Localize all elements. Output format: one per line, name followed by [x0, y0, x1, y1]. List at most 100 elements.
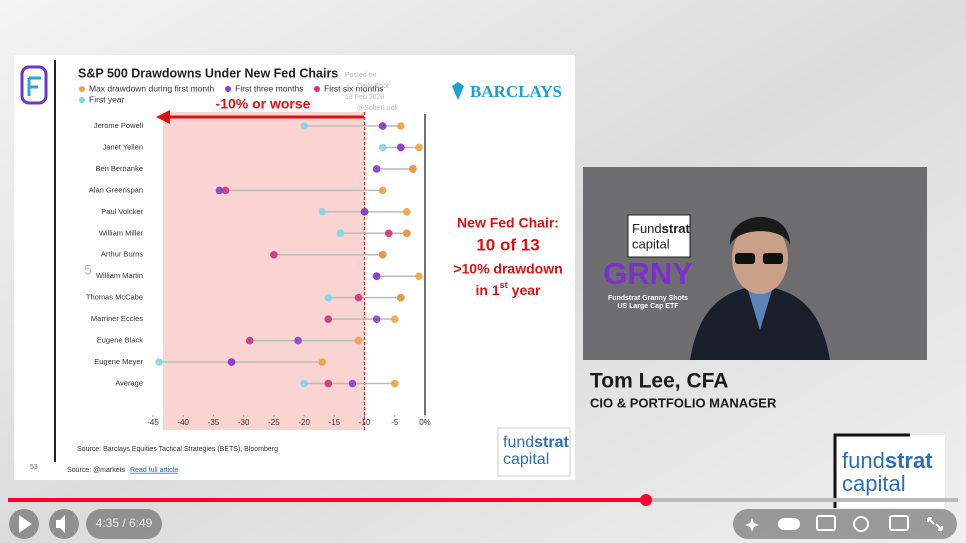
row-label: Ben Bernanke: [95, 164, 143, 173]
note-text: year: [512, 282, 541, 298]
fullscreen-button[interactable]: [927, 517, 943, 531]
side-label: 5: [84, 262, 92, 278]
chart-title: S&P 500 Drawdowns Under New Fed Chairs: [78, 66, 338, 80]
logo-part: strat: [885, 448, 933, 473]
x-tick-label: -10: [359, 418, 371, 427]
callout-text: -10% or worse: [216, 96, 311, 112]
callout-arrowhead: [156, 110, 170, 124]
dot: [270, 250, 278, 259]
dot: [300, 122, 308, 130]
dot: [378, 186, 387, 195]
dot: [415, 143, 423, 152]
row-label: Eugene Black: [97, 336, 144, 345]
dot: [372, 315, 381, 323]
presenter-figure: [690, 216, 830, 360]
x-tick-label: 0%: [419, 418, 431, 427]
video-logo-box: [627, 214, 691, 258]
legend-label: Max drawdown during first month: [89, 83, 214, 93]
fund-line: Fundstrat Granny Shots: [608, 295, 688, 302]
captions-button[interactable]: [816, 515, 836, 531]
settings-button[interactable]: [853, 516, 869, 532]
progress-handle[interactable]: [640, 494, 652, 506]
logo-word: capital: [842, 471, 906, 496]
ticker: GRNY: [603, 256, 693, 291]
dot: [372, 272, 381, 281]
logo-part: Fund: [632, 221, 662, 236]
brand: BARCLAYS: [470, 82, 562, 101]
x-tick-label: -35: [208, 418, 220, 427]
logo-word: fundstrat: [842, 448, 933, 473]
volume-icon: [56, 515, 65, 533]
player-controls: [8, 494, 958, 539]
legend-label: First three months: [235, 83, 304, 93]
row-label: Paul Volcker: [101, 207, 143, 216]
legend-label: First six months: [324, 83, 384, 93]
dot: [324, 315, 333, 323]
footer-link[interactable]: Read full article: [130, 467, 178, 474]
miniplayer-button[interactable]: [889, 515, 909, 531]
row-label: Average: [115, 379, 143, 388]
x-tick-label: -45: [147, 418, 159, 427]
progress-played: [8, 498, 646, 502]
corner-logo-box: [835, 435, 945, 508]
ai-button[interactable]: [745, 518, 759, 532]
dot: [227, 358, 236, 366]
legend-label: First year: [89, 94, 125, 104]
note-sup: st: [500, 280, 508, 290]
glasses-right: [763, 253, 783, 264]
dot: [318, 208, 327, 216]
dot: [409, 165, 417, 173]
dot: [360, 208, 369, 216]
legend-swatch: [225, 86, 231, 92]
dot: [300, 379, 308, 388]
dot: [378, 250, 387, 259]
x-tick-label: -30: [238, 418, 250, 427]
logo-part: fund: [503, 434, 534, 451]
time-pill: [86, 509, 162, 539]
x-tick-label: -25: [268, 418, 280, 427]
dot: [336, 229, 345, 238]
dot: [245, 336, 254, 345]
logo-part: strat: [534, 434, 569, 451]
logo-word: fundstrat: [503, 434, 569, 451]
glasses-left: [735, 253, 755, 264]
settings-pill: [733, 509, 957, 539]
dot: [354, 336, 363, 345]
dot: [397, 122, 405, 130]
fund-line: US Large Cap ETF: [617, 303, 679, 310]
dot: [354, 293, 363, 302]
row-label: Alan Greenspan: [89, 185, 143, 194]
watermark: Daily Shot: [357, 83, 389, 90]
legend-swatch: [314, 86, 320, 92]
row-label: Thomas McCabe: [86, 293, 143, 302]
dot: [348, 379, 357, 388]
dot: [324, 293, 333, 302]
x-tick-label: -15: [329, 418, 341, 427]
presenter-role: CIO & PORTFOLIO MANAGER: [590, 395, 777, 410]
row-label: Jerome Powell: [94, 121, 144, 130]
source: Source: Barclays Equities Tactical Strat…: [77, 446, 278, 453]
presenter-name: Tom Lee, CFA: [590, 370, 728, 393]
x-tick-label: -5: [391, 418, 399, 427]
dot: [215, 186, 224, 195]
video-logo: capital: [632, 236, 670, 251]
dot: [390, 379, 399, 388]
note-line: in 1st year: [476, 280, 541, 297]
dot: [318, 358, 327, 366]
row-label: William Miller: [99, 228, 144, 237]
row-label: Arthur Burns: [101, 250, 143, 259]
autoplay-toggle[interactable]: [778, 518, 800, 530]
row-label: Marriner Eccles: [91, 314, 143, 323]
dot: [397, 143, 405, 152]
dot: [378, 143, 387, 152]
watermark: 18 Feb 2020: [345, 94, 384, 101]
shirt: [748, 290, 772, 330]
slide-logo: [20, 65, 48, 105]
watermark: @SoberLook: [357, 105, 398, 112]
note-line: New Fed Chair:: [457, 215, 559, 231]
note-text: in 1: [476, 282, 500, 298]
play-icon: [19, 515, 32, 533]
dot: [384, 229, 393, 238]
row-label: William Martin: [96, 271, 143, 280]
